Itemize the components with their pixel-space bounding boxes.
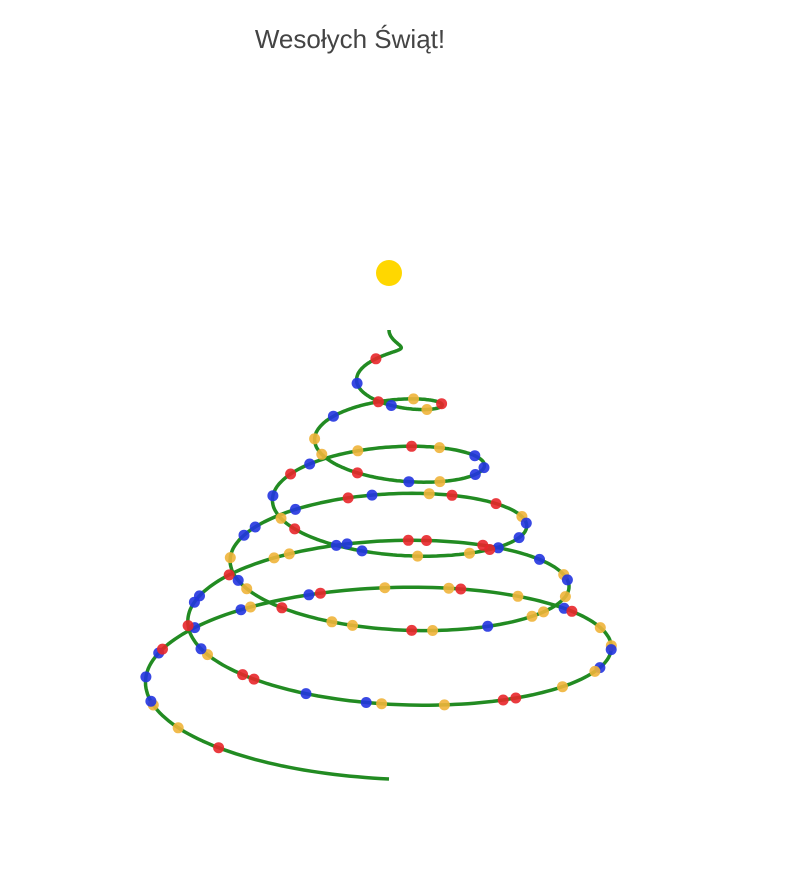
ornament-gold bbox=[438, 699, 450, 711]
ornament-gold bbox=[268, 552, 280, 564]
ornament-red bbox=[289, 523, 301, 535]
ornament-red bbox=[237, 669, 249, 681]
ornament-gold bbox=[427, 625, 439, 636]
ornament-red bbox=[421, 535, 432, 546]
ornament-gold bbox=[557, 681, 568, 693]
ornament-red bbox=[490, 498, 502, 510]
ornament-blue bbox=[605, 644, 617, 656]
ornament-gold bbox=[526, 610, 538, 622]
ornament-gold bbox=[434, 442, 445, 454]
ornament-gold bbox=[408, 393, 419, 405]
ornament-red bbox=[497, 694, 509, 706]
ornament-red bbox=[248, 673, 260, 685]
ornament-red bbox=[402, 534, 414, 546]
ornament-blue bbox=[482, 620, 494, 632]
ornament-group bbox=[140, 353, 617, 754]
ornament-blue bbox=[469, 469, 481, 480]
ornament-gold bbox=[172, 722, 184, 734]
ornament-red bbox=[182, 620, 194, 632]
ornament-gold bbox=[434, 476, 446, 488]
chart-title: Wesołych Świąt! bbox=[254, 24, 446, 54]
ornament-blue bbox=[341, 538, 353, 550]
ornament-red bbox=[372, 396, 384, 408]
ornament-gold bbox=[464, 547, 475, 559]
ornament-red bbox=[455, 583, 467, 595]
ornament-blue bbox=[140, 671, 152, 683]
ornament-blue bbox=[534, 553, 545, 565]
ornament-blue bbox=[469, 450, 481, 462]
ornament-gold bbox=[512, 590, 524, 602]
ornament-gold bbox=[283, 548, 295, 560]
ornament-blue bbox=[303, 589, 315, 601]
ornament-blue bbox=[238, 529, 250, 541]
ornament-red bbox=[157, 643, 168, 655]
ornament-red bbox=[276, 602, 288, 614]
ornament-gold bbox=[559, 591, 571, 603]
ornament-gold bbox=[224, 552, 236, 564]
ornament-red bbox=[285, 468, 297, 480]
ornament-red bbox=[436, 398, 448, 410]
ornament-gold bbox=[347, 619, 358, 631]
ornament-gold bbox=[412, 550, 424, 562]
ornament-blue bbox=[513, 532, 525, 544]
ornament-blue bbox=[235, 604, 247, 616]
ornament-gold bbox=[316, 448, 328, 460]
ornament-blue bbox=[145, 695, 157, 707]
ornament-blue bbox=[356, 545, 368, 557]
ornament-gold bbox=[241, 583, 253, 595]
ornament-blue bbox=[492, 542, 504, 554]
ornament-red bbox=[510, 692, 522, 704]
ornament-red bbox=[351, 467, 363, 479]
ornament-blue bbox=[520, 517, 532, 529]
ornament-gold bbox=[589, 665, 601, 677]
ornament-gold bbox=[275, 512, 287, 524]
star-group bbox=[376, 260, 402, 286]
ornament-red bbox=[566, 605, 578, 617]
ornament-gold bbox=[594, 622, 606, 634]
ornament-blue bbox=[304, 458, 316, 470]
ornament-gold bbox=[538, 606, 549, 618]
ornament-gold bbox=[309, 433, 321, 445]
ornament-gold bbox=[326, 616, 338, 628]
ornament-red bbox=[484, 544, 496, 555]
ornament-red bbox=[406, 624, 418, 636]
ornament-blue bbox=[366, 489, 378, 501]
ornament-blue bbox=[249, 521, 261, 533]
ornament-blue bbox=[561, 574, 573, 586]
ornament-blue bbox=[403, 476, 415, 488]
ornament-red bbox=[342, 492, 354, 504]
ornament-gold bbox=[443, 582, 455, 594]
ornament-gold bbox=[423, 488, 435, 500]
ornament-blue bbox=[385, 400, 397, 411]
ornament-red bbox=[213, 742, 225, 754]
ornament-blue bbox=[478, 462, 490, 474]
ornament-gold bbox=[376, 698, 388, 710]
ornament-blue bbox=[300, 688, 312, 700]
ornament-blue bbox=[327, 410, 339, 422]
ornament-blue bbox=[194, 590, 205, 602]
ornament-blue bbox=[289, 503, 301, 515]
ornament-gold bbox=[352, 445, 364, 457]
ornament-blue bbox=[360, 697, 372, 708]
ornament-gold bbox=[245, 601, 256, 613]
ornament-blue bbox=[232, 574, 244, 586]
ornament-blue bbox=[267, 490, 279, 502]
tree-top-star bbox=[376, 260, 402, 286]
ornament-gold bbox=[421, 404, 433, 415]
ornament-red bbox=[406, 440, 418, 452]
ornament-blue bbox=[195, 643, 207, 655]
ornament-red bbox=[223, 569, 235, 581]
ornament-red bbox=[314, 587, 326, 599]
ornament-blue bbox=[351, 377, 363, 389]
ornament-red bbox=[446, 489, 458, 501]
ornament-red bbox=[370, 353, 382, 365]
ornament-blue bbox=[330, 539, 342, 551]
ornament-gold bbox=[379, 582, 391, 594]
